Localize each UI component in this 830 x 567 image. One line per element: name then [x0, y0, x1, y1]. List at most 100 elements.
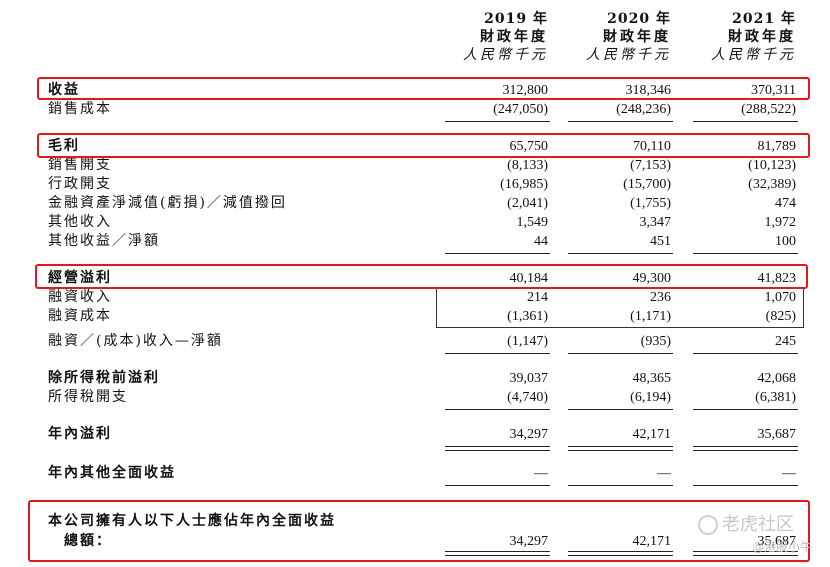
subtotal-rule — [693, 121, 798, 122]
row-label: 經營溢利 — [48, 270, 112, 286]
value-2020: 42,171 — [632, 534, 672, 549]
subtotal-rule — [568, 253, 673, 254]
table-row-revenue: 收益 312,800 318,346 370,311 — [0, 81, 830, 100]
header-year: 2020 年 — [607, 11, 671, 27]
subtotal-rule — [693, 409, 798, 410]
value-2021: 245 — [775, 334, 796, 349]
column-header-2020: 2020 年 財政年度 人民幣千元 — [561, 10, 671, 64]
subtotal-rule — [445, 409, 550, 410]
subtotal-rule — [568, 409, 673, 410]
value-2021: 474 — [775, 196, 796, 211]
table-row-net-finance: 融資／(成本)收入—淨額 (1,147) (935) 245 — [0, 332, 830, 351]
row-label: 收益 — [48, 82, 80, 98]
value-2021: (288,522) — [741, 102, 796, 117]
table-row-impairment: 金融資產淨減值(虧損)／減值撥回 (2,041) (1,755) 474 — [0, 194, 830, 213]
value-2020: 70,110 — [633, 139, 671, 154]
subtotal-rule — [568, 485, 673, 486]
table-row-attributable-heading: 本公司擁有人以下人士應佔年內全面收益 — [0, 512, 830, 531]
table-row-finance-costs: 融資成本 (1,361) (1,171) (825) — [0, 307, 830, 326]
value-2019: 40,184 — [509, 271, 549, 286]
table-row-profit-for-year: 年內溢利 34,297 42,171 35,687 — [0, 425, 830, 444]
value-2019: 1,549 — [516, 215, 549, 230]
value-2021: 1,972 — [764, 215, 797, 230]
total-double-rule — [445, 446, 550, 451]
value-2020: 318,346 — [625, 83, 672, 98]
total-double-rule — [693, 551, 798, 556]
value-2021: 100 — [775, 234, 796, 249]
row-label: 銷售成本 — [48, 101, 112, 117]
row-label: 總額： — [64, 533, 112, 549]
value-2021: 42,068 — [757, 371, 797, 386]
column-header-2019: 2019 年 財政年度 人民幣千元 — [438, 10, 548, 64]
watermark-text: 老虎社区 — [722, 514, 794, 535]
value-2019: (16,985) — [500, 177, 548, 192]
row-label: 融資收入 — [48, 289, 112, 305]
value-2019: — — [534, 466, 548, 481]
row-label: 融資成本 — [48, 308, 112, 324]
value-2021: 35,687 — [757, 427, 797, 442]
value-2021: (10,123) — [748, 158, 796, 173]
value-2020: 236 — [650, 290, 671, 305]
row-label: 銷售開支 — [48, 157, 112, 173]
header-currency: 人民幣千元 — [711, 47, 796, 63]
table-row-gross-profit: 毛利 65,750 70,110 81,789 — [0, 137, 830, 156]
value-2020: — — [657, 466, 671, 481]
value-2021: — — [782, 466, 796, 481]
row-label: 金融資產淨減值(虧損)／減值撥回 — [48, 195, 287, 211]
value-2020: (1,755) — [630, 196, 671, 211]
subtotal-rule — [693, 253, 798, 254]
value-2020: (6,194) — [630, 390, 671, 405]
watermark: 老虎社区 — [698, 510, 794, 536]
value-2020: 3,347 — [639, 215, 672, 230]
value-2019: 312,800 — [502, 83, 549, 98]
value-2019: (4,740) — [507, 390, 548, 405]
total-double-rule — [445, 551, 550, 556]
value-2021: 1,070 — [764, 290, 797, 305]
subtotal-rule — [445, 253, 550, 254]
table-row-cost-of-sales: 銷售成本 (247,050) (248,236) (288,522) — [0, 100, 830, 119]
table-row-comprehensive-total: 總額： 34,297 42,171 35,687 — [0, 532, 830, 551]
subtotal-rule — [568, 353, 673, 354]
header-period: 財政年度 — [728, 29, 796, 45]
table-row-finance-income: 融資收入 214 236 1,070 — [0, 288, 830, 307]
header-period: 財政年度 — [603, 29, 671, 45]
value-2019: (1,147) — [507, 334, 548, 349]
value-2020: 451 — [650, 234, 671, 249]
highlight-comprehensive-income-box — [28, 500, 810, 562]
table-row-other-income: 其他收入 1,549 3,347 1,972 — [0, 213, 830, 232]
header-year: 2019 年 — [484, 11, 548, 27]
column-header-2021: 2021 年 財政年度 人民幣千元 — [686, 10, 796, 64]
subtotal-rule — [445, 353, 550, 354]
watermark-sub: @港股小牛 — [752, 540, 813, 554]
row-label: 其他收益／淨額 — [48, 233, 160, 249]
table-row-operating-profit: 經營溢利 40,184 49,300 41,823 — [0, 269, 830, 288]
header-currency: 人民幣千元 — [586, 47, 671, 63]
value-2020: (248,236) — [616, 102, 671, 117]
value-2020: (7,153) — [630, 158, 671, 173]
row-label: 本公司擁有人以下人士應佔年內全面收益 — [48, 513, 336, 529]
subtotal-rule — [445, 121, 550, 122]
value-2019: 214 — [527, 290, 548, 305]
highlight-operating-profit-box — [35, 264, 808, 289]
finance-rows-box — [436, 287, 804, 328]
row-label: 毛利 — [48, 138, 80, 154]
value-2019: 34,297 — [509, 534, 549, 549]
total-double-rule — [568, 446, 673, 451]
value-2019: 44 — [534, 234, 548, 249]
value-2019: (2,041) — [507, 196, 548, 211]
value-2021: 35,687 — [757, 534, 797, 549]
value-2021: 81,789 — [757, 139, 797, 154]
subtotal-rule — [568, 121, 673, 122]
table-row-admin-expenses: 行政開支 (16,985) (15,700) (32,389) — [0, 175, 830, 194]
value-2019: (8,133) — [507, 158, 548, 173]
value-2021: (32,389) — [748, 177, 796, 192]
highlight-revenue-box — [37, 77, 810, 100]
value-2020: 42,171 — [632, 427, 672, 442]
value-2019: 65,750 — [509, 139, 549, 154]
header-period: 財政年度 — [480, 29, 548, 45]
header-year: 2021 年 — [732, 11, 796, 27]
watermark-logo-icon — [698, 515, 718, 535]
row-label: 行政開支 — [48, 176, 112, 192]
value-2019: 34,297 — [509, 427, 549, 442]
table-row-other-gains: 其他收益／淨額 44 451 100 — [0, 232, 830, 251]
